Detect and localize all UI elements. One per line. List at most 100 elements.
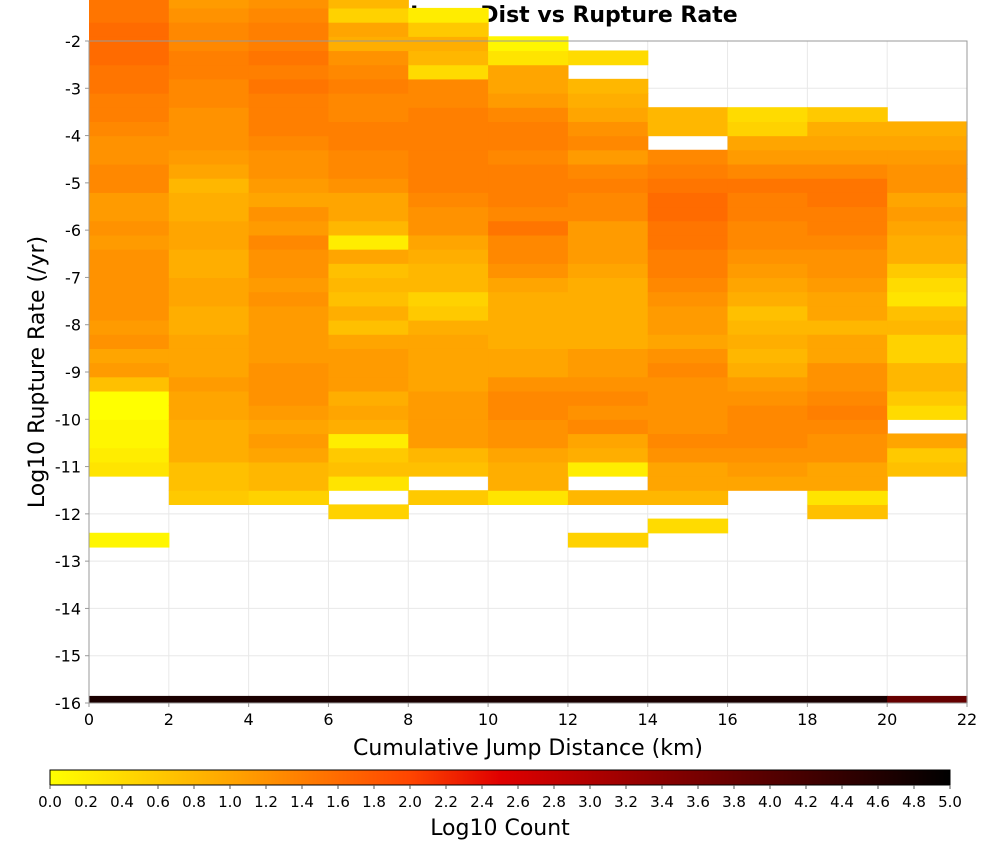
heatmap-cell [248,135,330,151]
heatmap-cell [488,192,569,208]
heatmap-cell [328,149,409,165]
heatmap-cell [807,163,888,179]
heatmap-cell [727,135,808,151]
y-tick-label: -3 [65,79,81,98]
heatmap-cell [248,277,330,293]
heatmap-cell [248,7,330,23]
heatmap-cell [807,291,888,307]
y-tick-label: -8 [65,316,81,335]
heatmap-cell-bottom [168,695,250,703]
heatmap-cell [727,220,808,236]
heatmap-cell [887,192,968,208]
heatmap-cell [887,121,968,137]
colorbar-tick-label: 0.0 [38,793,62,811]
heatmap-cell [567,249,649,264]
heatmap-cell-bottom [567,695,649,703]
heatmap-cell [408,319,489,335]
heatmap-cell [807,107,888,122]
colorbar-tick-label: 3.2 [614,793,638,811]
heatmap-cell [168,376,250,392]
x-axis-label: Cumulative Jump Distance (km) [353,736,703,761]
y-tick-label: -13 [55,552,81,571]
heatmap-cell [328,64,409,80]
heatmap-cell [168,220,250,236]
heatmap-cell [807,461,888,477]
heatmap-cell [807,348,888,364]
heatmap-cell [727,476,808,491]
colorbar-tick-label: 1.2 [254,793,278,811]
heatmap-cell [89,461,170,477]
heatmap-cell [887,220,968,236]
heatmap-cell [168,319,250,335]
heatmap-cell [328,206,409,222]
colorbar-label: Log10 Count [430,816,570,841]
heatmap-cell [807,263,888,279]
heatmap-cell [567,405,649,420]
heatmap-cell [807,135,888,151]
heatmap-cell [248,348,330,364]
heatmap-cell [408,249,489,264]
heatmap-cell [567,234,649,250]
heatmap-cell [567,419,649,435]
y-axis-label: Log10 Rupture Rate (/yr) [25,236,50,508]
heatmap-cell [89,532,170,548]
heatmap-cell [328,22,409,37]
heatmap-cell [168,362,250,378]
heatmap-cell [248,36,330,52]
heatmap-cell [727,376,808,392]
colorbar-tick-label: 2.6 [506,793,530,811]
heatmap-cell [328,50,409,66]
heatmap-cell-bottom [807,695,888,703]
heatmap-cell [727,149,808,165]
heatmap-cell [488,78,569,94]
heatmap-cell [647,220,729,236]
heatmap-cell [567,447,649,463]
heatmap-cell [807,490,888,505]
heatmap-cell [807,390,888,406]
heatmap-cell [89,334,170,349]
heatmap-cell [647,163,729,179]
heatmap-cell [248,249,330,264]
heatmap-cell [567,220,649,236]
heatmap-cell [89,234,170,250]
x-tick-label: 18 [797,710,817,729]
heatmap-cell [488,50,569,66]
heatmap-cell [488,178,569,193]
heatmap-cell [807,433,888,449]
heatmap-cell [647,334,729,349]
heatmap-cell-bottom [328,695,409,703]
heatmap-cell [488,36,569,52]
x-tick-label: 10 [478,710,498,729]
heatmap-cell [567,334,649,349]
heatmap-cell [488,419,569,435]
heatmap-cell [248,107,330,122]
heatmap-cell [647,291,729,307]
y-tick-label: -5 [65,174,81,193]
colorbar-tick-label: 1.0 [218,793,242,811]
heatmap-cell [168,348,250,364]
heatmap-cell [887,149,968,165]
heatmap-cell [328,78,409,94]
heatmap-cell [408,22,489,37]
heatmap-cell [248,50,330,66]
heatmap-cell [89,390,170,406]
heatmap-cell [807,334,888,349]
heatmap-cell [328,178,409,193]
heatmap-cell [488,64,569,80]
heatmap-cell [89,93,170,108]
heatmap-cell [89,305,170,321]
colorbar-tick-label: 3.4 [650,793,674,811]
heatmap-cell [248,64,330,80]
heatmap-cell [89,121,170,137]
heatmap-cell [168,305,250,321]
heatmap-cell [887,234,968,250]
heatmap-cell [647,405,729,420]
heatmap-cell [488,461,569,477]
heatmap-cell [168,192,250,208]
heatmap-cell [488,149,569,165]
heatmap-cell [89,107,170,122]
heatmap-cell [408,64,489,80]
heatmap-cell [328,249,409,264]
heatmap-cell [248,22,330,37]
heatmap-cell [488,490,569,505]
